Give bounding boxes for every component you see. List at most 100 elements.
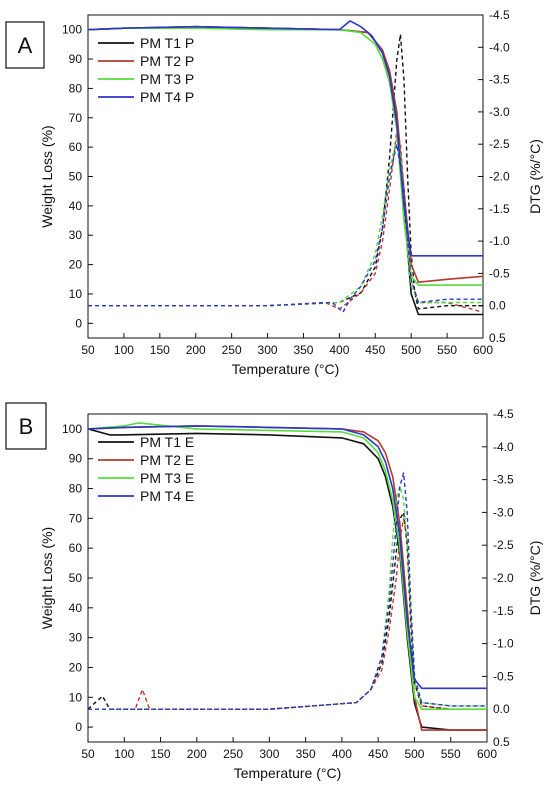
y-tick-label: 100 <box>62 422 82 436</box>
x-tick-label: 50 <box>81 343 95 357</box>
y-tick-label: 10 <box>69 690 83 704</box>
y2-tick-label: -2.5 <box>493 538 514 552</box>
legend: PM T1 P PM T2 P PM T3 P PM T4 P <box>98 35 194 105</box>
y2-tick-label: -2.0 <box>489 170 510 184</box>
legend: PM T1 E PM T2 E PM T3 E PM T4 E <box>98 434 194 504</box>
weight-curve-pm-t1-p <box>88 25 483 316</box>
legend-label: PM T2 E <box>140 452 194 468</box>
x-tick-label: 50 <box>81 747 95 761</box>
y2-tick-label: -3.5 <box>489 73 510 87</box>
legend-label: PM T4 E <box>140 488 194 504</box>
series-curves <box>88 20 483 316</box>
y-tick-label: 80 <box>69 482 83 496</box>
y-tick-label: 20 <box>69 258 83 272</box>
legend-label: PM T2 P <box>140 53 194 69</box>
y2-tick-label: -1.5 <box>489 202 510 216</box>
y-tick-label: 60 <box>69 541 83 555</box>
x-axis-label: Temperature (°C) <box>234 765 342 781</box>
weight-curve-pm-t4-p <box>88 20 483 257</box>
y-axis-label: Weight Loss (%) <box>39 527 55 629</box>
x-tick-label: 550 <box>437 343 457 357</box>
series-curves <box>88 422 487 731</box>
x-tick-label: 100 <box>114 343 134 357</box>
x-tick-label: 100 <box>114 747 134 761</box>
x-tick-label: 200 <box>187 747 207 761</box>
x-tick-label: 250 <box>223 747 243 761</box>
legend-label: PM T4 P <box>140 89 194 105</box>
y-tick-label: 90 <box>69 52 83 66</box>
x-tick-label: 600 <box>477 747 497 761</box>
weight-curve-pm-t3-p <box>88 27 483 286</box>
x-tick-label: 350 <box>296 747 316 761</box>
weight-curve-pm-t4-e <box>88 425 487 690</box>
y2-tick-label: -4.5 <box>493 407 514 421</box>
y2-tick-label: -1.0 <box>489 234 510 248</box>
y2-tick-label: -4.0 <box>489 40 510 54</box>
y2-tick-label: -4.5 <box>489 8 510 22</box>
x-tick-label: 550 <box>441 747 461 761</box>
y2-tick-label: -3.5 <box>493 473 514 487</box>
y2-tick-label: 0.5 <box>493 735 510 749</box>
y2-axis-label: DTG (%/°C) <box>527 139 543 214</box>
x-tick-label: 400 <box>332 747 352 761</box>
y2-tick-label: -1.5 <box>493 604 514 618</box>
y2-tick-label: -0.5 <box>493 669 514 683</box>
y2-tick-label: -3.0 <box>493 505 514 519</box>
y-tick-label: 20 <box>69 660 83 674</box>
y-tick-label: 0 <box>75 720 82 734</box>
x-tick-label: 500 <box>404 747 424 761</box>
y-tick-label: 100 <box>62 23 82 37</box>
y-tick-label: 70 <box>69 511 83 525</box>
x-tick-label: 500 <box>401 343 421 357</box>
y-tick-label: 30 <box>69 228 83 242</box>
x-tick-label: 300 <box>258 343 278 357</box>
dtg-curve-pm-t4-e <box>88 472 487 710</box>
dtg-curve-pm-t3-e <box>88 485 487 710</box>
y2-tick-label: -3.0 <box>489 105 510 119</box>
y-tick-label: 60 <box>69 140 83 154</box>
y-tick-label: 40 <box>69 199 83 213</box>
x-tick-label: 600 <box>473 343 493 357</box>
y-axis-label: Weight Loss (%) <box>39 125 55 227</box>
x-tick-label: 400 <box>329 343 349 357</box>
legend-label: PM T1 P <box>140 35 194 51</box>
y2-tick-label: 0.5 <box>489 331 506 345</box>
y-tick-label: 90 <box>69 452 83 466</box>
x-tick-label: 450 <box>368 747 388 761</box>
dtg-curve-pm-t1-e <box>88 511 487 710</box>
y-tick-label: 10 <box>69 287 83 301</box>
panel-label-box <box>5 21 45 69</box>
panel-label: A <box>18 33 33 58</box>
y-tick-label: 50 <box>69 170 83 184</box>
legend-label: PM T3 P <box>140 71 194 87</box>
y2-tick-label: -0.5 <box>489 266 510 280</box>
x-tick-label: 150 <box>150 343 170 357</box>
panel-label: B <box>19 414 34 439</box>
y-tick-label: 70 <box>69 111 83 125</box>
panel-label-box <box>5 402 47 450</box>
y-tick-label: 0 <box>75 316 82 330</box>
x-axis-label: Temperature (°C) <box>232 361 340 377</box>
y-tick-label: 40 <box>69 601 83 615</box>
x-tick-label: 300 <box>259 747 279 761</box>
x-tick-label: 200 <box>186 343 206 357</box>
x-tick-label: 250 <box>222 343 242 357</box>
y-tick-label: 50 <box>69 571 83 585</box>
y2-tick-label: 0.0 <box>489 299 506 313</box>
x-tick-label: 150 <box>151 747 171 761</box>
y-tick-label: 80 <box>69 81 83 95</box>
dtg-curve-pm-t4-p <box>88 143 483 313</box>
y2-tick-label: -2.0 <box>493 571 514 585</box>
chart-panel-b: B 50 100 150 200 250 300 350 400 450 500 550 600 0 10 2… <box>5 402 543 781</box>
legend-label: PM T1 E <box>140 434 194 450</box>
y2-tick-label: -1.0 <box>493 637 514 651</box>
legend-label: PM T3 E <box>140 470 194 486</box>
y2-tick-label: -2.5 <box>489 137 510 151</box>
y2-axis-label: DTG (%/°C) <box>527 541 543 616</box>
y-tick-label: 30 <box>69 631 83 645</box>
y2-tick-label: 0.0 <box>493 702 510 716</box>
dtg-curve-pm-t3-p <box>88 136 483 307</box>
dtg-curve-pm-t2-e <box>88 518 487 710</box>
x-tick-label: 450 <box>365 343 385 357</box>
